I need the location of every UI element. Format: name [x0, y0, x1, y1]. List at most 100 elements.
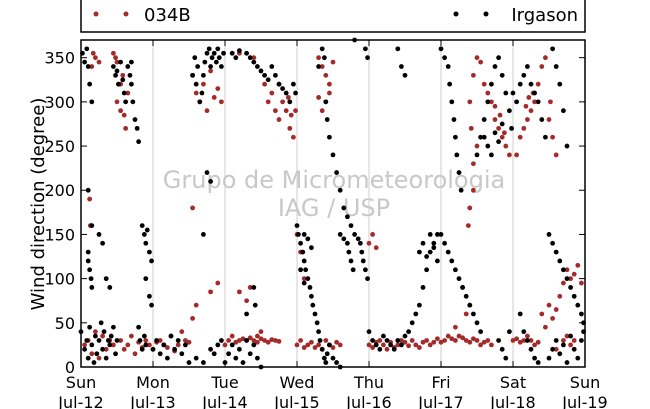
- data-point: [561, 338, 566, 343]
- data-point: [355, 236, 361, 242]
- data-point: [305, 276, 311, 282]
- data-point: [481, 339, 487, 345]
- data-point: [330, 355, 336, 361]
- data-point: [413, 311, 419, 317]
- x-tick-weekday: Mon: [136, 373, 170, 392]
- data-point: [550, 346, 555, 352]
- data-point: [154, 338, 160, 343]
- data-point: [199, 90, 205, 96]
- data-point: [316, 329, 321, 335]
- series-irgason: [78, 37, 586, 370]
- data-point: [226, 351, 232, 357]
- data-point: [507, 152, 512, 158]
- data-point: [337, 187, 343, 193]
- data-point: [345, 214, 350, 220]
- data-point: [449, 258, 455, 264]
- data-point: [215, 280, 221, 286]
- data-point: [208, 68, 214, 74]
- data-point: [137, 338, 143, 343]
- data-point: [535, 360, 541, 365]
- data-point: [474, 152, 480, 158]
- data-point: [447, 81, 453, 87]
- data-point: [521, 329, 527, 335]
- data-point: [406, 343, 411, 349]
- data-point: [143, 240, 149, 246]
- data-point: [247, 335, 253, 341]
- data-point: [244, 298, 250, 304]
- data-point: [111, 50, 116, 56]
- data-point: [237, 338, 242, 343]
- data-point: [453, 324, 458, 330]
- data-point: [301, 345, 307, 350]
- data-point: [341, 236, 347, 242]
- data-point: [535, 339, 541, 345]
- data-point: [301, 258, 307, 264]
- data-point: [431, 245, 437, 251]
- data-point: [269, 337, 275, 343]
- data-point: [330, 152, 336, 158]
- data-point: [89, 64, 95, 69]
- data-point: [309, 293, 314, 299]
- data-point: [564, 276, 570, 282]
- data-point: [553, 249, 559, 255]
- data-point: [96, 355, 102, 361]
- data-point: [431, 240, 437, 246]
- data-point: [265, 77, 271, 83]
- data-point: [89, 342, 95, 348]
- data-point: [442, 338, 447, 343]
- watermark-line-2: IAG / USP: [278, 194, 390, 222]
- data-point: [442, 240, 447, 246]
- data-point: [564, 360, 570, 365]
- data-point: [431, 339, 437, 345]
- data-point: [324, 117, 330, 122]
- data-point: [287, 125, 293, 131]
- data-point: [96, 59, 102, 65]
- watermark-line-1: Grupo de Micrometeorologia: [163, 166, 505, 194]
- data-point: [543, 134, 548, 140]
- data-point: [280, 86, 285, 92]
- data-point: [114, 59, 120, 65]
- data-point: [100, 240, 105, 246]
- legend-label-irgason: Irgason: [511, 5, 578, 26]
- data-point: [123, 99, 129, 105]
- data-point: [526, 95, 532, 100]
- data-point: [359, 249, 365, 255]
- data-point: [129, 81, 134, 87]
- data-point: [186, 360, 192, 365]
- data-point: [523, 103, 529, 109]
- data-point: [88, 276, 94, 282]
- data-point: [87, 267, 93, 273]
- data-point: [265, 339, 271, 345]
- data-point: [360, 258, 366, 264]
- y-axis-label: Wind direction (degree): [28, 98, 49, 311]
- data-point: [94, 351, 100, 357]
- data-point: [175, 342, 181, 348]
- data-point: [143, 338, 149, 343]
- data-point: [334, 339, 339, 345]
- data-point: [237, 48, 242, 54]
- data-point: [312, 345, 318, 350]
- data-point: [492, 117, 498, 122]
- data-point: [501, 130, 507, 136]
- data-point: [190, 72, 196, 78]
- data-point: [327, 90, 332, 96]
- data-point: [497, 112, 503, 118]
- data-point: [496, 338, 501, 343]
- data-point: [341, 205, 347, 211]
- data-point: [285, 95, 291, 100]
- data-point: [229, 50, 235, 56]
- data-point: [528, 108, 534, 114]
- data-point: [93, 333, 98, 339]
- data-point: [316, 64, 321, 69]
- data-point: [402, 339, 408, 345]
- watermark: Grupo de Micrometeorologia IAG / USP: [163, 166, 505, 222]
- data-point: [84, 338, 90, 343]
- data-point: [222, 342, 228, 348]
- data-point: [561, 342, 566, 348]
- data-point: [283, 90, 289, 96]
- data-point: [553, 307, 559, 312]
- data-point: [301, 232, 307, 237]
- data-point: [193, 81, 199, 87]
- data-point: [409, 338, 415, 343]
